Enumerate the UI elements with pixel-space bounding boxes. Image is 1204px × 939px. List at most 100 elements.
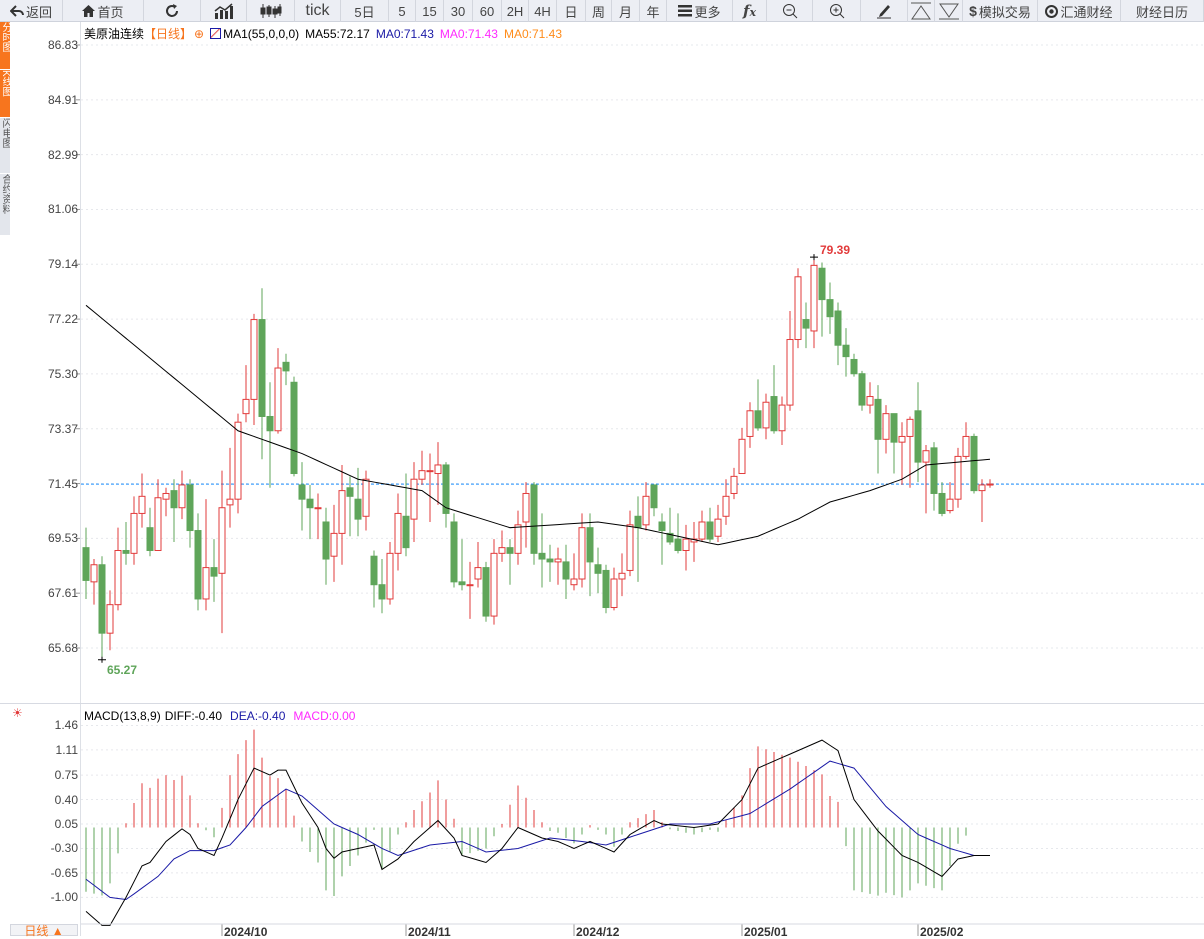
toolbar-5d-button[interactable]: 5日 xyxy=(341,0,389,22)
toolbar-sim-button[interactable]: $ 模拟交易 xyxy=(963,0,1038,22)
candle-body xyxy=(170,490,178,509)
sidebar-tab-2[interactable]: 闪电图 xyxy=(0,118,10,174)
candle-body xyxy=(434,464,442,475)
candle-body xyxy=(474,567,482,580)
candle-body xyxy=(522,492,530,523)
candle-body xyxy=(162,492,170,500)
macd-tick-label: 0.40 xyxy=(54,792,78,807)
extreme-marker xyxy=(810,254,818,261)
toolbar-refresh-button[interactable] xyxy=(144,0,201,22)
toolbar-fx678-button[interactable]: 汇通财经 xyxy=(1038,0,1121,22)
toolbar-month-button[interactable]: 月 xyxy=(612,0,640,22)
panel-divider[interactable] xyxy=(0,703,1204,704)
sidebar-tab-0[interactable]: 分时图 xyxy=(0,22,10,70)
price-tick-label: 86.83 xyxy=(47,38,78,52)
candle-body xyxy=(106,604,114,634)
toolbar-more-button[interactable]: 更多 xyxy=(667,0,733,22)
toolbar-label: 30 xyxy=(450,3,466,19)
sidebar-tab-3[interactable]: 合约资料 xyxy=(0,174,10,236)
candle-body xyxy=(738,438,746,475)
candle-body xyxy=(466,584,474,587)
candle-body xyxy=(362,478,370,517)
toolbar-m5-button[interactable]: 5 xyxy=(389,0,416,22)
toolbar-fx-button[interactable]: fx xyxy=(733,0,767,22)
toolbar-candle-button[interactable] xyxy=(247,0,295,22)
toolbar-day-button[interactable]: 日 xyxy=(557,0,586,22)
candle-body xyxy=(810,264,818,332)
toolbar-down-button[interactable] xyxy=(935,0,963,22)
price-tick-label: 75.30 xyxy=(47,366,78,381)
candle-body xyxy=(658,521,666,532)
macd-tick-label: 1.11 xyxy=(55,742,78,757)
toolbar-up-button[interactable] xyxy=(908,0,935,22)
candle-body xyxy=(346,487,354,497)
candle-body xyxy=(146,527,154,551)
date-tick-label: 2025/02 xyxy=(920,925,964,939)
period-label[interactable]: 【日线】 xyxy=(144,27,193,41)
toolbar-m30-button[interactable]: 30 xyxy=(444,0,473,22)
toolbar-label: 返回 xyxy=(25,4,52,20)
candle-body xyxy=(610,578,618,609)
macd-name[interactable]: MACD(13,8,9) xyxy=(84,709,161,723)
candle-body xyxy=(242,398,250,415)
candle-body xyxy=(954,455,962,500)
candle-body xyxy=(386,552,394,600)
candle-body xyxy=(674,538,682,551)
toolbar-draw-button[interactable] xyxy=(861,0,908,22)
candle-body xyxy=(314,507,322,510)
candle-body xyxy=(834,310,842,346)
candle-body xyxy=(482,567,490,617)
ma-indicator-name[interactable]: MA1(55,0,0,0) xyxy=(223,26,300,41)
indicator-icon[interactable] xyxy=(210,28,222,39)
candle-body xyxy=(786,339,794,406)
zoom-out-icon xyxy=(782,3,798,19)
macd-settings-icon[interactable]: ☀ xyxy=(12,706,23,720)
toolbar-h2-button[interactable]: 2H xyxy=(502,0,529,22)
candle-body xyxy=(90,564,98,583)
pencil-icon xyxy=(876,3,892,19)
toolbar-label: 汇通财经 xyxy=(1060,4,1113,20)
symbol-name: 美原油连续 xyxy=(84,27,145,41)
candle-body xyxy=(426,470,434,473)
candle-body xyxy=(946,498,954,512)
toolbar-year-button[interactable]: 年 xyxy=(640,0,667,22)
candle-body xyxy=(258,319,266,417)
price-tick-label: 71.45 xyxy=(47,476,78,491)
ma0-value-orange: MA0:71.43 xyxy=(503,26,562,41)
macd-tick-label: -0.30 xyxy=(50,841,78,856)
toolbar-label: 2H xyxy=(506,3,524,19)
toolbar-tick-button[interactable]: tick xyxy=(295,0,341,22)
candle-body xyxy=(762,401,770,429)
toolbar-m15-button[interactable]: 15 xyxy=(416,0,444,22)
toolbar-label: 首页 xyxy=(97,4,124,20)
candle-body xyxy=(210,567,218,577)
candle-body xyxy=(98,564,106,634)
toolbar-back-button[interactable]: 返回 xyxy=(0,0,63,22)
candle-body xyxy=(330,532,338,557)
candle-body xyxy=(842,344,850,358)
candle-body xyxy=(130,512,138,554)
toolbar-home-button[interactable]: 首页 xyxy=(63,0,144,22)
sidebar-tab-1[interactable]: K线图 xyxy=(0,70,10,118)
macd-legend: MACD(13,8,9) DIFF:-0.40 DEA:-0.40 MACD:0… xyxy=(84,709,355,723)
candle-body xyxy=(506,547,514,554)
candle-body xyxy=(594,564,602,574)
toolbar-week-button[interactable]: 周 xyxy=(586,0,612,22)
candle-body xyxy=(770,396,778,432)
candle-body xyxy=(546,558,554,563)
period-selector-button[interactable]: 日线 ▲ xyxy=(10,924,78,937)
home-icon xyxy=(82,5,96,17)
candle-body xyxy=(298,484,306,500)
toolbar-zoomout-button[interactable] xyxy=(767,0,813,22)
crosshair-target-icon[interactable]: ⊕ xyxy=(194,26,205,41)
toolbar-indicator-button[interactable] xyxy=(201,0,247,22)
candle-body xyxy=(186,484,194,532)
triangle-down-icon xyxy=(938,2,959,20)
candle-body xyxy=(634,515,642,529)
toolbar-h4-button[interactable]: 4H xyxy=(529,0,557,22)
toolbar-label: 模拟交易 xyxy=(978,4,1031,20)
toolbar-m60-button[interactable]: 60 xyxy=(473,0,502,22)
macd-tick-label: 1.46 xyxy=(54,718,78,733)
toolbar-zoomin-button[interactable] xyxy=(813,0,861,22)
